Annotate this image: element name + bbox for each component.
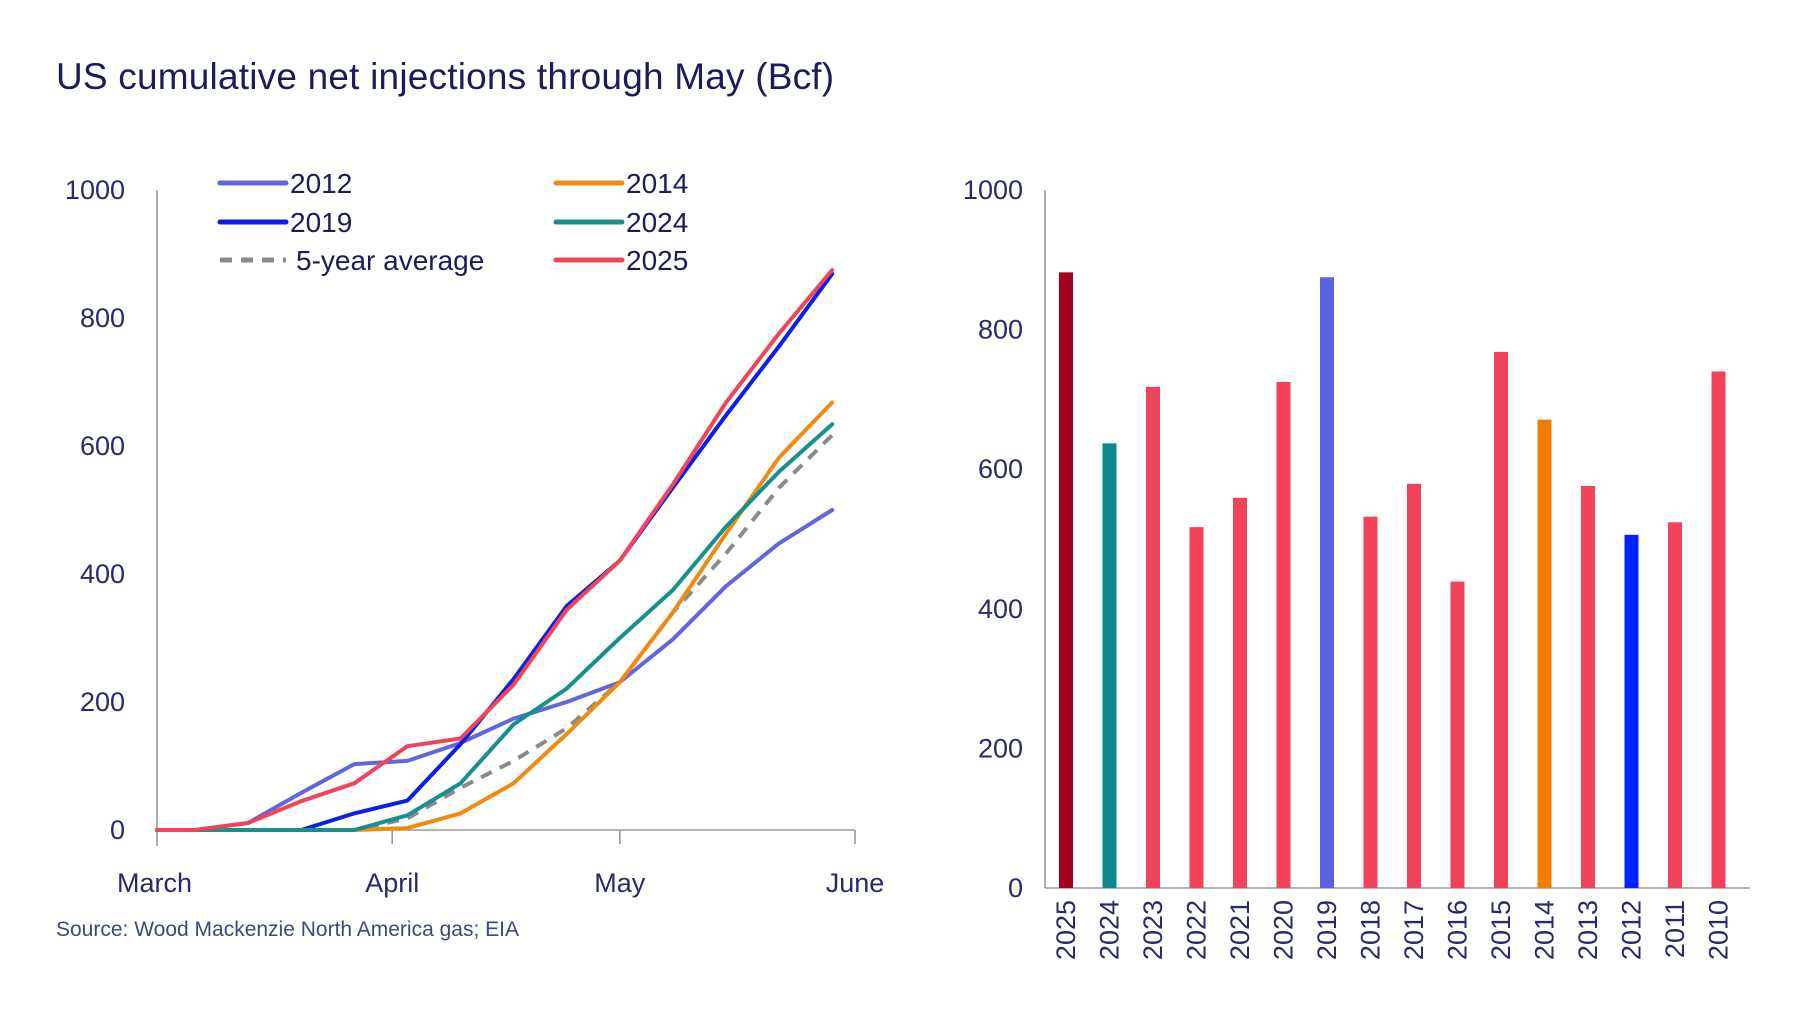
bar-x-tick-label: 2013	[1573, 900, 1603, 960]
x-tick-label: March	[117, 868, 192, 898]
bar-x-tick-label: 2024	[1095, 900, 1125, 960]
bar-x-tick-label: 2021	[1225, 900, 1255, 960]
series-line-2024	[155, 422, 835, 832]
chart-title: US cumulative net injections through May…	[56, 56, 835, 97]
bar-2018	[1363, 516, 1378, 888]
line-chart: 0 200 400 600 800 1000 March April May June 2012 20…	[65, 168, 884, 898]
bar-x-tick-label: 2019	[1312, 900, 1342, 960]
bar-2019	[1320, 277, 1334, 888]
bar-x-tick-label: 2011	[1660, 900, 1690, 958]
bar-chart: 0 200 400 600 800 1000 2025 2024 2023 2022 2021 202…	[963, 175, 1750, 960]
bar-x-tick-label: 2025	[1051, 900, 1081, 960]
bar-x-tick-label: 2018	[1356, 900, 1386, 960]
bar-x-tick-label: 2017	[1399, 900, 1429, 960]
bar-x-tick-label: 2015	[1486, 900, 1516, 960]
y-tick-label: 400	[80, 559, 125, 589]
bar-2013	[1581, 485, 1595, 888]
bar-x-tick-label: 2020	[1269, 900, 1299, 960]
bar-2010	[1711, 371, 1726, 889]
bar-2016	[1450, 581, 1465, 888]
bar-2023	[1146, 386, 1160, 888]
bar-2015	[1494, 351, 1508, 888]
bar-y-tick-label: 1000	[963, 175, 1023, 205]
legend-label: 2024	[626, 207, 688, 238]
bar-2017	[1407, 483, 1421, 888]
y-tick-label: 0	[110, 815, 125, 845]
x-tick-label: May	[594, 868, 646, 898]
bar-x-tick-label: 2016	[1443, 900, 1473, 960]
bar-2024	[1102, 443, 1117, 888]
bar-x-tick-label: 2012	[1617, 900, 1647, 960]
bar-y-tick-label: 600	[978, 454, 1023, 484]
series-line-2025	[155, 268, 835, 832]
y-tick-label: 200	[80, 687, 125, 717]
bar-2022	[1189, 527, 1204, 888]
x-tick-label: June	[826, 868, 885, 898]
bar-2014	[1537, 419, 1552, 888]
bar-y-tick-label: 200	[978, 733, 1023, 763]
bar-y-tick-label: 400	[978, 594, 1023, 624]
bar-x-tick-label: 2014	[1530, 900, 1560, 960]
x-tick-label: April	[365, 868, 419, 898]
series-line-5-year-average	[157, 433, 834, 832]
series-line-2014	[155, 400, 835, 832]
legend-label: 2012	[290, 168, 352, 199]
bar-2021	[1233, 497, 1247, 888]
y-tick-label: 1000	[65, 175, 125, 205]
legend-label: 2019	[290, 207, 352, 238]
bar-x-tick-label: 2023	[1138, 900, 1168, 960]
legend-label: 2025	[626, 245, 688, 276]
source-note: Source: Wood Mackenzie North America gas…	[56, 918, 519, 941]
bar-x-tick-label: 2022	[1182, 900, 1212, 960]
legend-label: 2014	[626, 168, 688, 199]
y-tick-label: 600	[80, 431, 125, 461]
bar-2012	[1624, 534, 1639, 888]
bar-2011	[1668, 522, 1682, 888]
bar-2020	[1276, 381, 1291, 888]
bar-x-tick-label: 2010	[1704, 900, 1734, 960]
y-tick-label: 800	[80, 303, 125, 333]
bar-y-tick-label: 0	[1008, 873, 1023, 903]
series-line-2012	[155, 508, 835, 832]
bar-y-tick-label: 800	[978, 315, 1023, 345]
legend-label: 5-year average	[296, 245, 484, 276]
bar-2025	[1059, 272, 1073, 888]
